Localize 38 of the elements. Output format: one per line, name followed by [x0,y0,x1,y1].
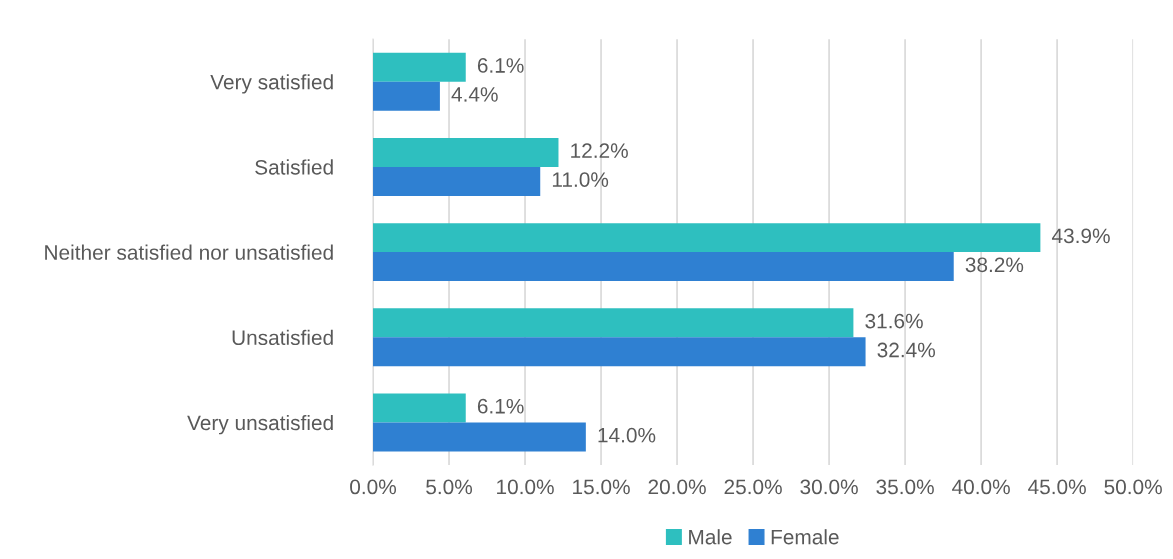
y-tick-label: Neither satisfied nor unsatisfied [45,244,333,260]
data-label: 43.9% [1051,228,1110,244]
bar [373,52,466,82]
x-tick-label: 50.0% [1104,479,1162,495]
bar [373,81,440,111]
data-label: 6.1% [477,58,524,73]
data-label: 14.0% [598,427,656,443]
data-label: 38.2% [965,257,1024,273]
bar [373,252,954,282]
data-label: 31.6% [865,313,923,329]
legend-label: Female [771,529,839,545]
x-tick-label: 40.0% [952,479,1010,495]
x-tick-label: 25.0% [724,479,782,495]
bar [373,166,541,196]
x-tick-label: 45.0% [1028,479,1086,495]
data-label: 11.0% [552,172,609,187]
x-tick-label: 20.0% [648,479,706,495]
bar [373,337,866,367]
bar [373,393,466,423]
y-tick-label: Very unsatisfied [187,414,333,435]
x-tick-label: 35.0% [876,479,934,495]
data-label: 6.1% [477,398,524,414]
bar [373,422,586,452]
bar [373,223,1041,253]
y-tick-label: Very satisfied [210,74,333,94]
y-tick-label: Unsatisfied [232,329,333,346]
data-label: 12.2% [571,143,628,158]
y-tick-label: Satisfied [255,159,333,175]
x-tick-label: 5.0% [426,479,473,495]
x-tick-label: 30.0% [800,479,858,495]
legend-label: Male [689,529,732,545]
data-label: 4.4% [451,87,498,102]
x-tick-label: 0.0% [350,479,397,495]
data-label: 32.4% [877,342,935,358]
bar [373,137,559,167]
x-tick-label: 10.0% [497,479,554,495]
bar [373,308,854,338]
x-tick-label: 15.0% [573,479,630,495]
